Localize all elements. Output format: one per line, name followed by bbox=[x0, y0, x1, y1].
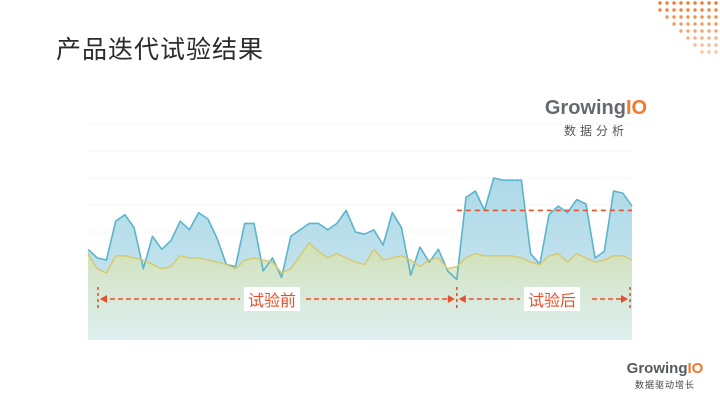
decor-dot bbox=[672, 8, 676, 12]
decor-dot bbox=[693, 8, 697, 12]
decor-dot bbox=[693, 29, 697, 33]
footer-logo-wordmark: GrowingIO bbox=[622, 360, 708, 377]
decor-dot bbox=[707, 29, 711, 33]
decor-dot bbox=[672, 1, 676, 5]
decor-dot bbox=[679, 15, 683, 19]
decor-dot bbox=[693, 15, 697, 19]
footer-logo-tagline: 数据驱动增长 bbox=[634, 381, 695, 391]
growingio-logo-footer: GrowingIO 数据驱动增长 bbox=[622, 360, 708, 391]
decor-dot bbox=[714, 8, 718, 12]
decor-dot bbox=[665, 8, 669, 12]
decor-dot bbox=[700, 43, 704, 47]
decor-dot bbox=[658, 8, 662, 12]
series-upper-line bbox=[87, 177, 633, 281]
logo-word-main: Growing bbox=[544, 97, 626, 119]
decor-dot bbox=[679, 1, 683, 5]
decor-dot bbox=[686, 22, 690, 26]
footer-logo-word-main: Growing bbox=[626, 360, 688, 377]
decor-dot bbox=[707, 1, 711, 5]
growingio-logo-large: GrowingIO 数据分析 bbox=[541, 97, 651, 139]
decor-dot bbox=[686, 1, 690, 5]
decor-dot bbox=[700, 15, 704, 19]
decorative-dot-pattern bbox=[656, 0, 720, 64]
decor-dot bbox=[700, 1, 704, 5]
decor-dot bbox=[700, 8, 704, 12]
decor-dot bbox=[707, 36, 711, 40]
dot-grid-graphic bbox=[658, 1, 718, 54]
decor-dot bbox=[665, 1, 669, 5]
decor-dot bbox=[707, 15, 711, 19]
decor-dot bbox=[714, 50, 718, 54]
decor-dot bbox=[672, 22, 676, 26]
decor-dot bbox=[693, 1, 697, 5]
arrow-before-arrowhead-right bbox=[447, 295, 455, 303]
slide-title: 产品迭代试验结果 bbox=[56, 35, 265, 64]
decor-dot bbox=[700, 36, 704, 40]
decor-dot bbox=[686, 8, 690, 12]
arrow-after-arrowhead-right bbox=[621, 295, 628, 303]
decor-dot bbox=[700, 22, 704, 26]
footer-logo-word-accent: IO bbox=[687, 360, 704, 377]
logo-word-accent: IO bbox=[625, 97, 648, 119]
decor-dot bbox=[679, 22, 683, 26]
decor-dot bbox=[693, 36, 697, 40]
series-lower-line bbox=[87, 242, 633, 274]
logo-tagline: 数据分析 bbox=[563, 124, 628, 138]
arrow-after-arrowhead-left bbox=[458, 295, 466, 303]
decor-dot bbox=[672, 15, 676, 19]
decor-dot bbox=[686, 29, 690, 33]
decor-dot bbox=[658, 1, 662, 5]
period-label-after: 试验后 bbox=[524, 287, 581, 311]
decor-dot bbox=[700, 50, 704, 54]
decor-dot bbox=[665, 15, 669, 19]
decor-dot bbox=[714, 22, 718, 26]
decor-dot bbox=[707, 43, 711, 47]
decor-dot bbox=[707, 50, 711, 54]
decor-dot bbox=[679, 29, 683, 33]
arrow-before-arrowhead-left bbox=[100, 295, 107, 303]
decor-dot bbox=[714, 36, 718, 40]
decor-dot bbox=[714, 29, 718, 33]
decor-dot bbox=[686, 15, 690, 19]
decor-dot bbox=[707, 8, 711, 12]
logo-wordmark: GrowingIO bbox=[541, 97, 651, 120]
decor-dot bbox=[714, 1, 718, 5]
decor-dot bbox=[679, 8, 683, 12]
decor-dot bbox=[714, 15, 718, 19]
decor-dot bbox=[714, 43, 718, 47]
decor-dot bbox=[707, 22, 711, 26]
decor-dot bbox=[686, 36, 690, 40]
decor-dot bbox=[700, 29, 704, 33]
decor-dot bbox=[693, 22, 697, 26]
period-label-before: 试验前 bbox=[244, 287, 301, 311]
series-lower-area bbox=[88, 242, 632, 340]
decor-dot bbox=[693, 43, 697, 47]
